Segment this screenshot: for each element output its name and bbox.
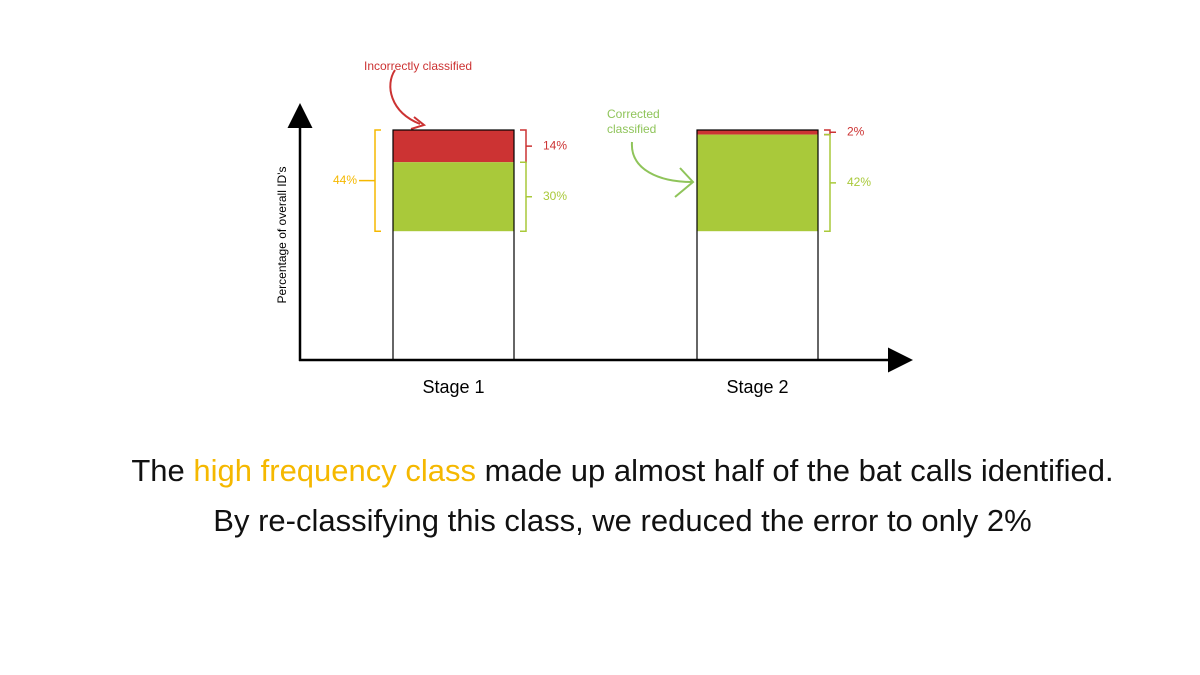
bracket bbox=[520, 161, 532, 232]
x-tick-label: Stage 2 bbox=[726, 377, 788, 397]
bracket bbox=[824, 133, 836, 232]
chart: Percentage of overall ID's Stage 1 14% 30%… bbox=[275, 69, 913, 397]
bar-outline bbox=[392, 129, 515, 361]
annotation-arrow bbox=[389, 69, 421, 125]
bar-outline bbox=[696, 129, 819, 361]
bar-segment bbox=[393, 130, 514, 163]
bracket bbox=[369, 129, 381, 232]
bar-segment bbox=[697, 130, 818, 135]
value-label: 42% bbox=[847, 175, 871, 189]
x-tick-label: Stage 1 bbox=[422, 377, 484, 397]
annotation: Corrected classified bbox=[607, 107, 660, 136]
bar-segment bbox=[697, 134, 818, 232]
total-label: 44% bbox=[333, 173, 357, 187]
annotation-arrow bbox=[630, 141, 693, 183]
bracket bbox=[520, 129, 532, 163]
value-label: 2% bbox=[847, 124, 865, 138]
value-label: 14% bbox=[543, 138, 567, 152]
caption-highlight: high frequency class bbox=[193, 453, 477, 488]
arrow-head bbox=[410, 116, 427, 130]
bar-segment bbox=[393, 162, 514, 232]
caption-text: made up almost half of the bat calls ide… bbox=[213, 453, 1114, 538]
arrow-head bbox=[674, 167, 695, 198]
y-axis-label: Percentage of overall ID's bbox=[275, 166, 289, 303]
caption: The high frequency class made up almost … bbox=[110, 446, 1135, 546]
annotation: Incorrectly classified bbox=[364, 59, 473, 73]
value-label: 30% bbox=[543, 189, 567, 203]
caption-text: The bbox=[131, 453, 194, 488]
